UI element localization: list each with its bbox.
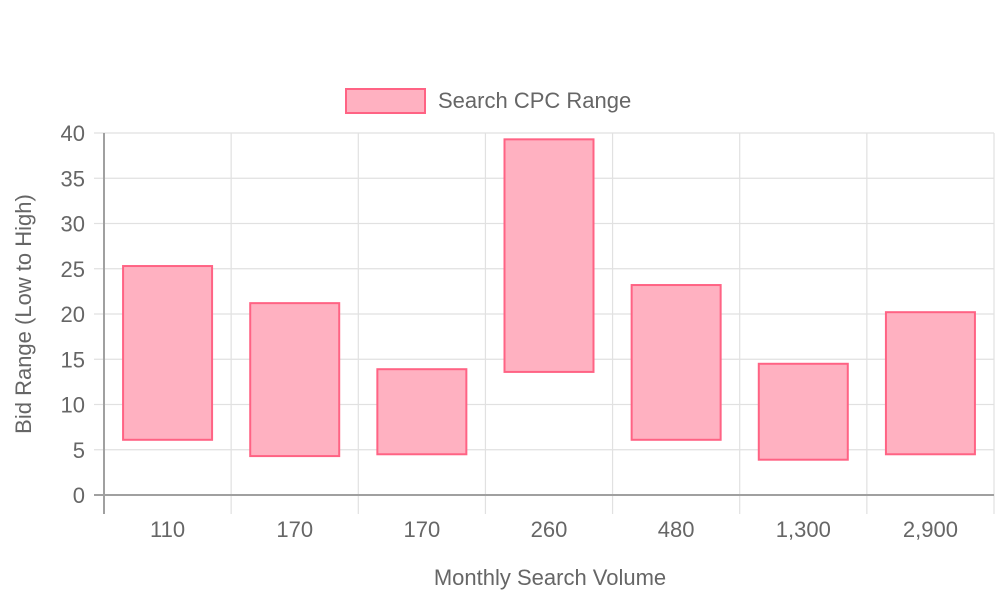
bar-1[interactable] xyxy=(249,302,341,458)
axes xyxy=(94,133,994,514)
x-tick-label: 1,300 xyxy=(776,517,831,542)
x-tick-label: 2,900 xyxy=(903,517,958,542)
legend-swatch[interactable] xyxy=(345,88,426,114)
y-tick-label: 20 xyxy=(61,302,85,327)
legend-label[interactable]: Search CPC Range xyxy=(438,88,631,113)
y-tick-labels: 0 5 10 15 20 25 30 35 40 xyxy=(61,121,85,508)
y-tick-label: 10 xyxy=(61,393,85,418)
bars xyxy=(122,138,976,461)
y-tick-label: 5 xyxy=(73,438,85,463)
y-tick-label: 0 xyxy=(73,483,85,508)
y-axis-title: Bid Range (Low to High) xyxy=(11,194,36,434)
x-tick-labels: 110 170 170 260 480 1,300 2,900 xyxy=(150,517,958,542)
x-tick-label: 260 xyxy=(531,517,568,542)
bar-6[interactable] xyxy=(884,311,976,456)
bar-5[interactable] xyxy=(757,362,849,461)
bar-4[interactable] xyxy=(630,284,722,441)
x-axis-title: Monthly Search Volume xyxy=(434,565,666,590)
y-tick-label: 25 xyxy=(61,257,85,282)
legend[interactable]: Search CPC Range xyxy=(345,88,631,114)
bar-2[interactable] xyxy=(376,368,468,456)
y-tick-label: 40 xyxy=(61,121,85,146)
bar-0[interactable] xyxy=(122,265,214,441)
bar-3[interactable] xyxy=(503,138,595,373)
x-tick-label: 110 xyxy=(150,517,185,542)
x-tick-label: 170 xyxy=(276,517,313,542)
x-tick-label: 170 xyxy=(403,517,440,542)
y-tick-label: 30 xyxy=(61,212,85,237)
x-tick-label: 480 xyxy=(658,517,695,542)
y-tick-label: 35 xyxy=(61,166,85,191)
y-tick-label: 15 xyxy=(61,347,85,372)
